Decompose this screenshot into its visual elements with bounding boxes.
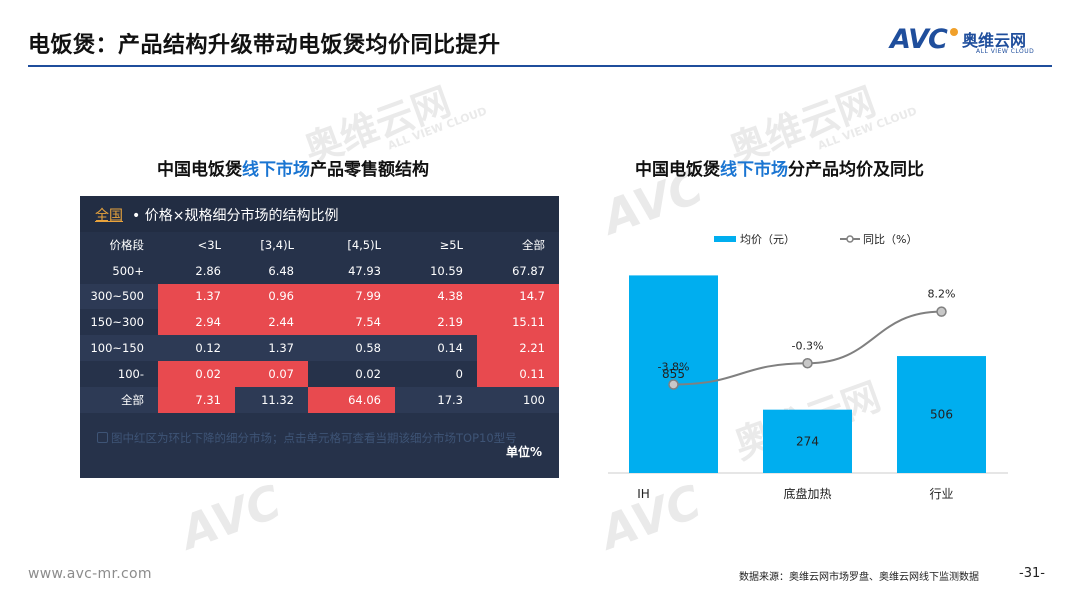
row-label: 150~300 <box>90 315 144 330</box>
panel-header: 全国 • 价格×规格细分市场的结构比例 <box>80 196 559 232</box>
website-link[interactable]: www.avc-mr.com <box>28 566 152 582</box>
price-yoy-chart: 均价（元） 同比（%） 855 IH 274 底盘加热 506 行业 -3.8% -0.3% 8.2… <box>608 233 1008 501</box>
table-cell[interactable]: 64.06 <box>308 386 395 413</box>
left-section-title: 中国电饭煲线下市场产品零售额结构 <box>157 155 429 180</box>
right-title-pre: 中国电饭煲 <box>635 160 720 180</box>
bar-1 <box>763 409 852 473</box>
left-title-pre: 中国电饭煲 <box>157 160 242 180</box>
row-label: 300~500 <box>80 283 158 310</box>
table-cell[interactable]: 6.48 <box>268 263 294 278</box>
note-icon <box>97 432 108 443</box>
table-cell[interactable]: 2.44 <box>235 309 308 336</box>
table-cell[interactable]: 1.37 <box>235 335 308 361</box>
legend-line-marker <box>846 235 854 243</box>
table-row: 150~300 2.94 2.44 7.54 2.19 15.11 <box>80 309 559 336</box>
yoy-label: -0.3% <box>792 339 824 352</box>
table-row: 100- 0.02 0.07 0.02 0 0.11 <box>80 360 559 387</box>
legend-bar-label: 均价（元） <box>740 233 795 246</box>
table-cell[interactable]: 2.86 <box>195 263 221 278</box>
table-cell[interactable]: 17.3 <box>395 386 477 413</box>
yoy-point <box>668 379 679 390</box>
table-cell[interactable]: 100 <box>477 386 559 413</box>
legend-bar-swatch <box>714 236 736 242</box>
row-label: 100- <box>117 366 144 381</box>
left-title-post: 产品零售额结构 <box>310 160 429 180</box>
left-title-highlight: 线下市场 <box>242 160 310 180</box>
avc-logo: AVC 奥维云网 ALL VIEW CLOUD <box>890 24 1055 60</box>
right-section-title: 中国电饭煲线下市场分产品均价及同比 <box>635 155 924 180</box>
table-cell[interactable]: 15.11 <box>477 309 559 336</box>
table-cell[interactable]: 11.32 <box>235 386 308 413</box>
table-row: 500+ 2.86 6.48 47.93 10.59 67.87 <box>80 258 559 284</box>
logo-mark: AVC <box>890 24 948 55</box>
right-title-post: 分产品均价及同比 <box>788 160 924 180</box>
table-cell[interactable]: 2.94 <box>158 309 235 336</box>
logo-dot-icon <box>950 28 958 36</box>
table-row: 100~150 0.12 1.37 0.58 0.14 2.21 <box>80 335 559 361</box>
table-header-row: 价格段 <3L [3,4)L [4,5)L ≥5L 全部 <box>80 232 559 258</box>
table-cell[interactable]: 10.59 <box>430 263 463 278</box>
logo-english-name: ALL VIEW CLOUD <box>976 48 1035 55</box>
column-header: 价格段 <box>80 232 158 258</box>
table-cell[interactable]: 7.99 <box>308 283 395 310</box>
table-cell[interactable]: 1.37 <box>158 283 235 310</box>
bar-label: 274 <box>796 434 819 448</box>
table-cell[interactable]: 0.14 <box>395 335 477 361</box>
yoy-point <box>802 358 813 369</box>
legend-line-label: 同比（%） <box>863 233 917 246</box>
table-cell[interactable]: 2.21 <box>477 335 559 361</box>
scope-link[interactable]: 全国 <box>95 208 123 224</box>
bar-0 <box>629 275 718 473</box>
table-cell[interactable]: 7.31 <box>158 386 235 413</box>
column-header: <3L <box>158 232 235 258</box>
category-label: 行业 <box>929 487 953 501</box>
watermark-en: ALL VIEW CLOUD <box>815 104 919 153</box>
unit-label: 单位% <box>506 445 543 459</box>
data-source: 数据来源：奥维云网市场罗盘、奥维云网线下监测数据 <box>739 572 979 583</box>
row-label: 500+ <box>112 263 144 278</box>
row-label: 全部 <box>80 386 158 413</box>
table-note: 图中红区为环比下降的细分市场；点击单元格可查看当期该细分市场TOP10型号 <box>97 430 547 446</box>
table-cell[interactable]: 47.93 <box>348 263 381 278</box>
title-divider <box>28 65 1052 67</box>
column-header: ≥5L <box>395 232 477 258</box>
column-header: [3,4)L <box>235 232 308 258</box>
row-label: 100~150 <box>80 335 158 361</box>
table-cell[interactable]: 0.07 <box>235 360 308 387</box>
category-label: IH <box>637 487 650 501</box>
right-title-highlight: 线下市场 <box>720 160 788 180</box>
table-cell[interactable]: 0.02 <box>158 360 235 387</box>
table-cell[interactable]: 4.38 <box>395 283 477 310</box>
table-cell[interactable]: 67.87 <box>512 263 545 278</box>
bar-label: 506 <box>930 408 953 422</box>
table-cell[interactable]: 0 <box>455 366 463 381</box>
table-row: 全部 7.31 11.32 64.06 17.3 100 <box>80 386 559 413</box>
note-text: 图中红区为环比下降的细分市场；点击单元格可查看当期该细分市场TOP10型号 <box>111 431 517 445</box>
logo-chinese-name: 奥维云网 <box>962 31 1027 50</box>
category-label: 底盘加热 <box>783 486 831 501</box>
table-cell[interactable]: 7.54 <box>308 309 395 336</box>
bar-label: 855 <box>662 367 685 381</box>
structure-table: 价格段 <3L [3,4)L [4,5)L ≥5L 全部 500+ 2.86 6.4… <box>80 232 559 413</box>
column-header: [4,5)L <box>308 232 395 258</box>
table-cell[interactable]: 0.12 <box>158 335 235 361</box>
column-header: 全部 <box>477 232 559 258</box>
watermark-mark: AVC <box>173 474 289 560</box>
yoy-point <box>936 306 947 317</box>
table-cell[interactable]: 2.19 <box>395 309 477 336</box>
table-cell[interactable]: 0.96 <box>235 283 308 310</box>
table-cell[interactable]: 0.58 <box>308 335 395 361</box>
yoy-label: -3.8% <box>658 361 690 374</box>
bar-2 <box>897 356 986 473</box>
table-cell[interactable]: 0.02 <box>355 366 381 381</box>
watermark-en: ALL VIEW CLOUD <box>385 104 489 153</box>
table-cell[interactable]: 14.7 <box>477 283 559 310</box>
panel-subtitle: • 价格×规格细分市场的结构比例 <box>132 208 339 224</box>
yoy-label: 8.2% <box>928 288 956 301</box>
structure-table-panel: 全国 • 价格×规格细分市场的结构比例 价格段 <3L [3,4)L [4,5)… <box>80 196 559 478</box>
page-title: 电饭煲：产品结构升级带动电饭煲均价同比提升 <box>28 33 501 58</box>
page-number: -31- <box>1019 566 1045 581</box>
table-cell[interactable]: 0.11 <box>477 360 559 387</box>
table-row: 300~500 1.37 0.96 7.99 4.38 14.7 <box>80 283 559 310</box>
